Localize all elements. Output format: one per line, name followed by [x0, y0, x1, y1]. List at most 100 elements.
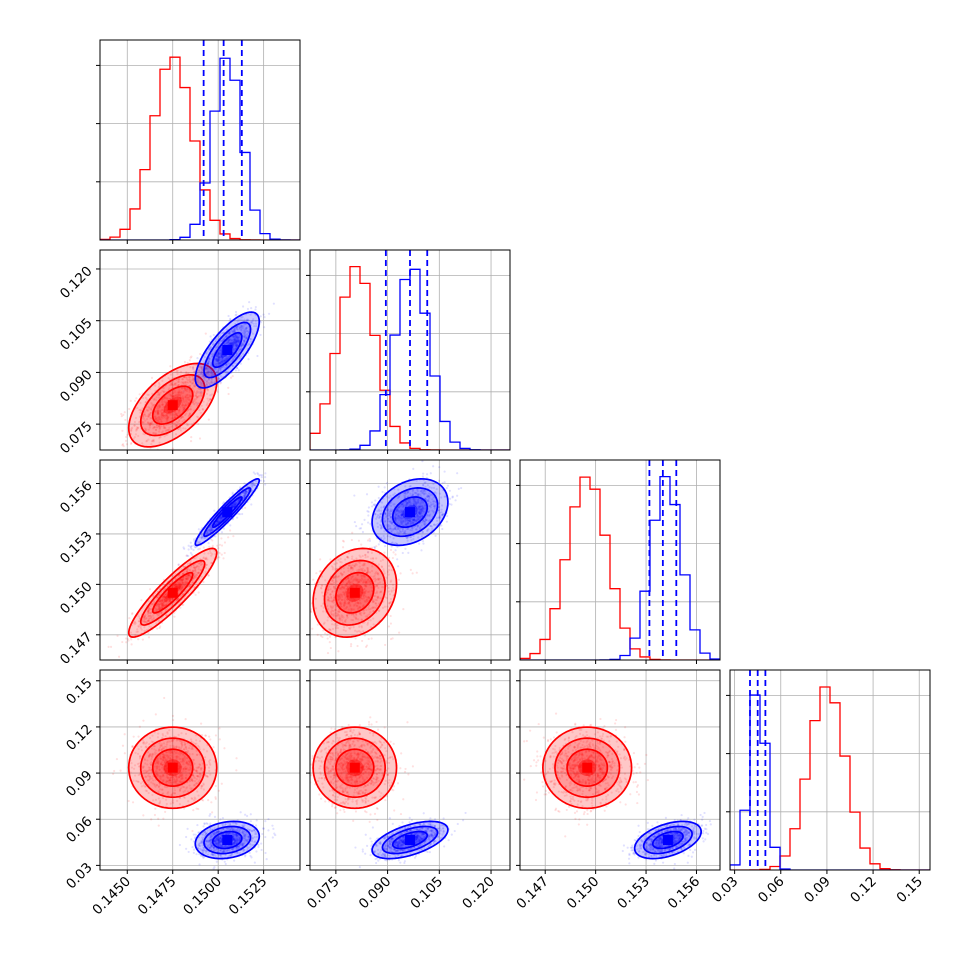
- sample-point: [432, 465, 434, 467]
- sample-point: [304, 641, 306, 643]
- sample-point: [444, 481, 446, 483]
- sample-point: [130, 638, 132, 640]
- sample-point: [304, 627, 306, 629]
- sample-point: [426, 473, 428, 475]
- sample-point: [253, 471, 255, 473]
- sample-point: [378, 486, 380, 488]
- sample-point: [224, 552, 226, 554]
- sample-point: [198, 528, 200, 530]
- sample-point: [235, 369, 237, 371]
- sample-point: [198, 591, 200, 593]
- sample-point: [315, 572, 317, 574]
- sample-point: [197, 548, 199, 550]
- sample-point: [221, 554, 223, 556]
- sample-point: [350, 643, 352, 645]
- sample-point: [222, 557, 224, 559]
- sample-point: [191, 553, 193, 555]
- sample-point: [356, 645, 358, 647]
- sample-point: [203, 546, 205, 548]
- sample-point: [131, 613, 133, 615]
- sample-point: [235, 311, 237, 313]
- sample-point: [447, 485, 449, 487]
- sample-point: [236, 367, 238, 369]
- sample-point: [140, 599, 142, 601]
- sample-point: [149, 588, 151, 590]
- sample-point: [241, 513, 243, 515]
- sample-point: [327, 652, 329, 654]
- sample-point: [126, 443, 128, 445]
- sample-point: [329, 558, 331, 560]
- sample-point: [124, 411, 126, 413]
- sample-point: [351, 539, 353, 541]
- sample-point: [221, 544, 223, 546]
- sample-point: [255, 306, 257, 308]
- sample-point: [398, 579, 400, 581]
- sample-point: [364, 634, 366, 636]
- sample-point: [126, 434, 128, 436]
- sample-point: [262, 314, 264, 316]
- sample-point: [259, 334, 261, 336]
- sample-point: [135, 397, 137, 399]
- sample-point: [394, 549, 396, 551]
- sample-point: [217, 391, 219, 393]
- sample-point: [442, 482, 444, 484]
- sample-point: [190, 356, 192, 358]
- sample-point: [189, 359, 191, 361]
- sample-point: [363, 519, 365, 521]
- sample-point: [194, 594, 196, 596]
- sample-point: [360, 544, 362, 546]
- sample-point: [254, 308, 256, 310]
- sample-point: [227, 536, 229, 538]
- sample-point: [140, 457, 142, 459]
- sample-point: [268, 313, 270, 315]
- sample-point: [324, 632, 326, 634]
- sample-point: [130, 456, 132, 458]
- sample-point: [121, 430, 123, 432]
- sample-point: [173, 616, 175, 618]
- sample-point: [151, 377, 153, 379]
- sample-point: [239, 486, 241, 488]
- sample-point: [221, 531, 223, 533]
- sample-point: [139, 393, 141, 395]
- sample-point: [402, 608, 404, 610]
- sample-point: [355, 525, 357, 527]
- sample-point: [216, 545, 218, 547]
- sample-point: [303, 608, 305, 610]
- sample-point: [243, 482, 245, 484]
- sample-point: [120, 413, 122, 415]
- sample-point: [398, 632, 400, 634]
- sample-point: [125, 641, 127, 643]
- sample-point: [121, 415, 123, 417]
- sample-point: [125, 440, 127, 442]
- sample-point: [128, 617, 130, 619]
- sample-point: [319, 570, 321, 572]
- sample-point: [351, 532, 353, 534]
- sample-point: [130, 443, 132, 445]
- sample-point: [250, 307, 252, 309]
- sample-point: [148, 636, 150, 638]
- sample-point: [392, 551, 394, 553]
- sample-point: [337, 650, 339, 652]
- sample-point: [422, 543, 424, 545]
- sample-point: [306, 570, 308, 572]
- sample-point: [224, 541, 226, 543]
- sample-point: [223, 528, 225, 530]
- sample-point: [238, 369, 240, 371]
- sample-point: [263, 326, 265, 328]
- sample-point: [261, 476, 263, 478]
- sample-point: [388, 625, 390, 627]
- sample-point: [190, 548, 192, 550]
- sample-point: [197, 423, 199, 425]
- sample-point: [123, 445, 125, 447]
- sample-point: [179, 607, 181, 609]
- sample-point: [319, 558, 321, 560]
- sample-point: [353, 494, 355, 496]
- sample-point: [140, 455, 142, 457]
- sample-point: [191, 545, 193, 547]
- sample-point: [259, 474, 261, 476]
- sample-point: [208, 419, 210, 421]
- sample-point: [416, 572, 418, 574]
- sample-point: [110, 646, 112, 648]
- sample-point: [392, 557, 394, 559]
